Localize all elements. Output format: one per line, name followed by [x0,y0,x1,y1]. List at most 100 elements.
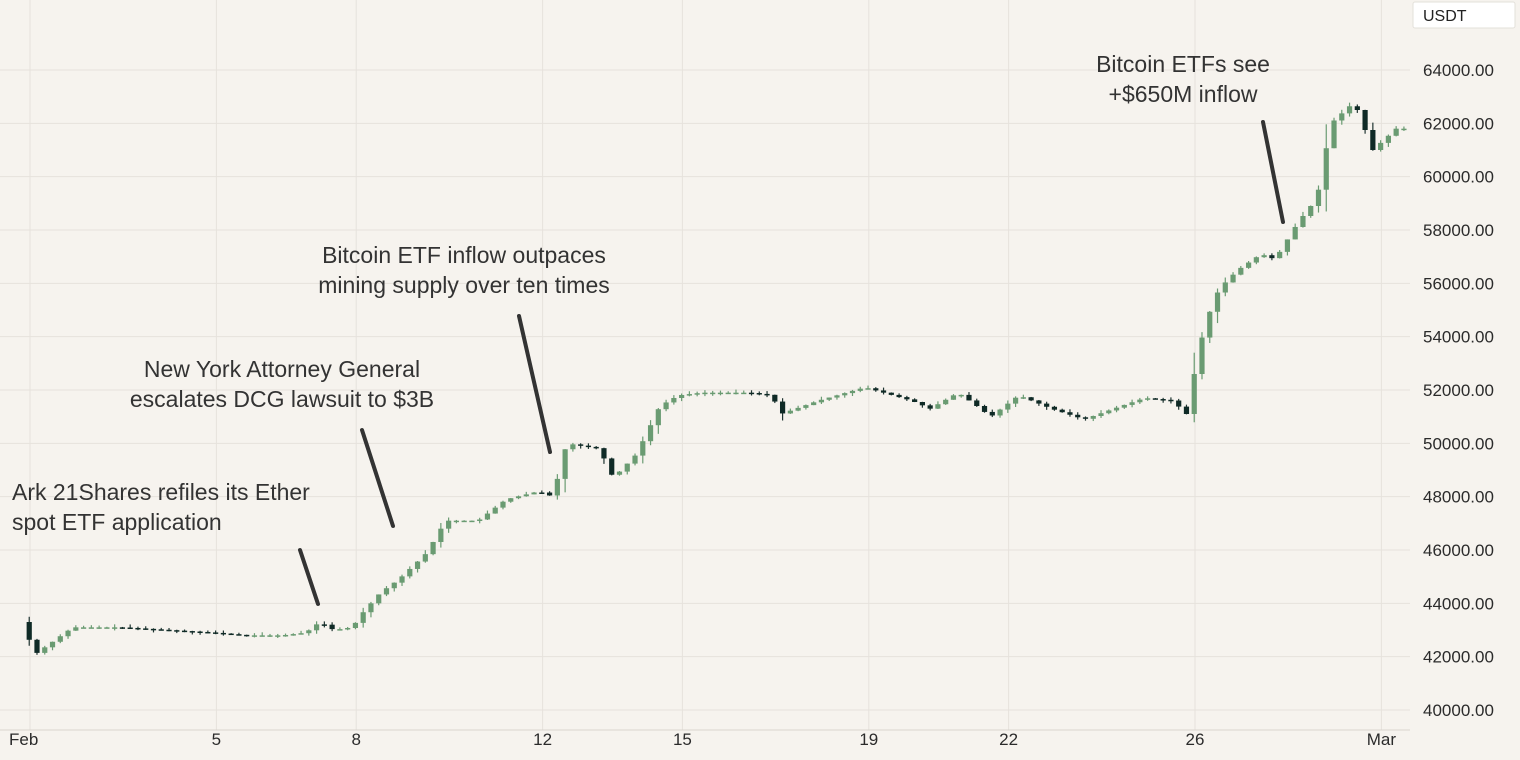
candle-body [803,405,809,408]
candle-body [531,492,537,495]
candle-body [96,627,102,629]
candle-body [430,542,436,555]
candle-body [112,627,118,629]
candle-body [306,630,312,634]
candle-body [1214,292,1221,312]
candle-body [1137,399,1143,403]
candle-body [966,394,972,401]
candle-body [733,392,739,395]
chart-annotations: Ark 21Shares refiles its Ether spot ETF a… [12,51,1285,606]
candle-body [399,576,405,583]
candle-body [1090,416,1096,419]
candle-body [492,507,498,514]
candle-body [298,633,304,635]
x-tick-label: 8 [351,730,360,749]
candle-body [337,629,343,631]
candle-body [1051,406,1058,410]
candle-body [1160,399,1166,401]
candle-body [927,405,933,409]
candle-body [748,392,755,395]
candle-body [1082,417,1089,419]
candle-body [624,463,630,472]
candle-body [515,496,522,499]
candle-body [1292,226,1298,240]
y-tick-label: 54000.00 [1423,328,1494,347]
candle-body [1253,257,1259,263]
candle-body [1012,397,1019,404]
y-tick-label: 60000.00 [1423,168,1494,187]
candle-body [912,399,918,402]
candle-body [958,394,964,397]
candle-body [764,393,770,396]
candle-body [321,624,327,626]
annotation-text: Bitcoin ETFs see [1096,51,1270,77]
candle-body [150,628,157,631]
candle-body [267,635,273,637]
candle-body [1067,412,1073,415]
candle-body [570,444,576,450]
candle-body [989,411,995,416]
candle-body [772,394,778,402]
candle-body [655,409,661,426]
candle-body [1401,128,1407,131]
candle-body [1269,255,1275,259]
candle-body [352,622,359,628]
candle-body [1121,404,1127,408]
candle-body [345,628,351,630]
candle-body [554,478,560,496]
candle-body [26,622,32,640]
annotation-pointer [1261,120,1285,224]
candle-body [500,501,506,508]
candle-body [865,388,871,390]
candle-body [1207,311,1213,338]
annotation-text: spot ETF application [12,509,222,535]
candle-body [632,455,638,464]
candle-body [779,401,786,414]
x-tick-label: 26 [1186,730,1205,749]
candle-body [702,392,708,395]
candle-body [119,627,126,629]
candle-body [34,639,40,653]
annotation-pointer [517,314,552,454]
candle-body [663,402,669,410]
candle-body [1044,403,1050,407]
candle-body [259,635,265,637]
candle-body [647,425,654,442]
candle-body [290,634,296,636]
candle-body [1199,337,1205,374]
candle-body [508,498,514,502]
candle-body [717,392,724,395]
candle-body [981,406,988,412]
annotation: Bitcoin ETF inflow outpaces mining supply… [318,242,610,454]
candle-body [1098,413,1104,416]
candle-body [997,409,1003,416]
candle-body [189,631,195,633]
x-tick-label: Feb [9,730,38,749]
candle-body [484,513,491,520]
annotation: Ark 21Shares refiles its Ether spot ETF a… [12,479,320,606]
candle-body [710,392,716,395]
annotation: Bitcoin ETFs see +$650M inflow [1096,51,1285,224]
y-tick-label: 42000.00 [1423,648,1494,667]
candle-body [1152,398,1158,400]
candle-body [197,631,203,634]
candle-body [213,632,219,634]
candle-body [523,494,529,497]
candle-body [407,568,413,577]
candle-body [609,458,615,475]
candle-body [1378,142,1384,150]
candle-body [181,630,188,633]
candle-body [1339,113,1345,121]
y-tick-label: 48000.00 [1423,488,1494,507]
candle-body [1277,251,1283,259]
candle-body [686,394,692,396]
candle-body [1005,403,1011,410]
candle-body [135,627,141,630]
candle-body [873,388,879,391]
candle-body [826,397,832,400]
candle-body [616,471,623,475]
candle-body [601,448,607,459]
candle-body [1145,398,1151,400]
candle-body [1323,148,1329,190]
annotation-text: Ark 21Shares refiles its Ether [12,479,310,505]
